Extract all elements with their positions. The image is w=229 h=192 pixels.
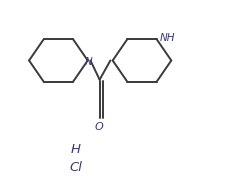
Text: Cl: Cl [69, 161, 82, 174]
Text: O: O [95, 122, 103, 132]
Text: NH: NH [159, 33, 175, 43]
Text: N: N [85, 57, 93, 67]
Text: H: H [71, 143, 81, 156]
